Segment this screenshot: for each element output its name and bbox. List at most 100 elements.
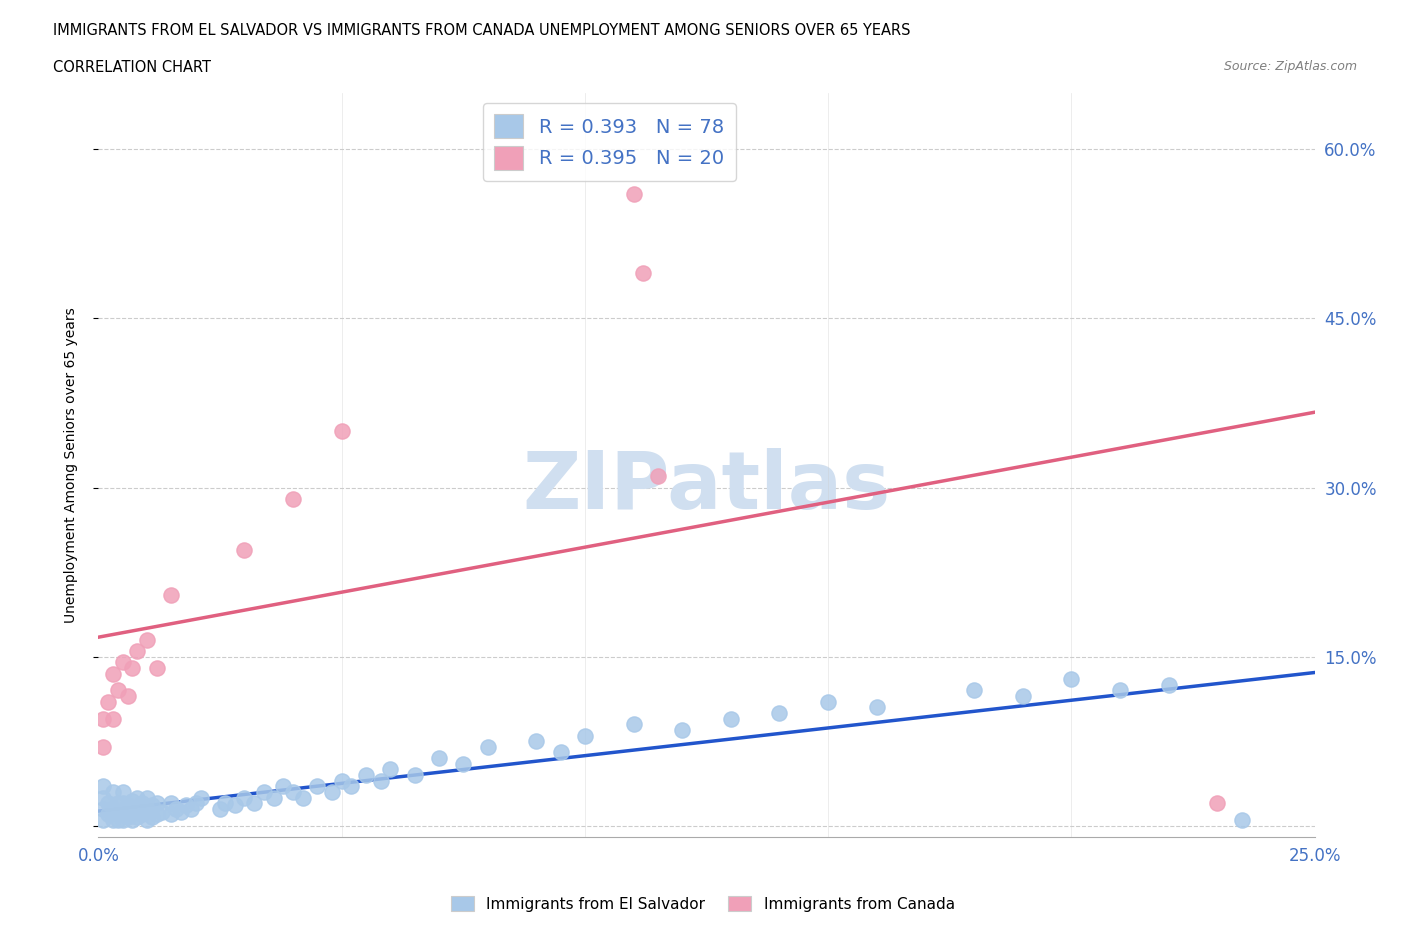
Point [307, 778, 329, 793]
Point [91, 778, 114, 793]
Point [233, 542, 256, 557]
Point [243, 796, 266, 811]
Point [190, 790, 212, 805]
Point [647, 469, 669, 484]
Point [550, 745, 572, 760]
Text: CORRELATION CHART: CORRELATION CHART [53, 60, 211, 75]
Point [141, 798, 163, 813]
Point [101, 802, 124, 817]
Point [146, 660, 169, 675]
Point [107, 807, 129, 822]
Point [330, 424, 353, 439]
Point [263, 790, 285, 805]
Legend: Immigrants from El Salvador, Immigrants from Canada: Immigrants from El Salvador, Immigrants … [446, 889, 960, 918]
Point [817, 695, 839, 710]
Point [131, 796, 153, 811]
Point [101, 711, 124, 726]
Point [160, 796, 183, 811]
Point [127, 790, 149, 805]
Point [121, 660, 143, 675]
Point [1011, 688, 1033, 703]
Point [184, 796, 207, 811]
Point [91, 790, 114, 805]
Point [180, 802, 202, 817]
Point [1206, 796, 1229, 811]
Point [271, 778, 294, 793]
Point [101, 666, 124, 681]
Point [370, 773, 392, 788]
Point [404, 767, 426, 782]
Point [111, 655, 134, 670]
Point [91, 739, 114, 754]
Point [91, 813, 114, 828]
Point [1157, 677, 1180, 692]
Point [380, 762, 402, 777]
Point [633, 266, 655, 281]
Point [117, 688, 139, 703]
Point [340, 778, 363, 793]
Point [111, 807, 134, 822]
Text: ZIPatlas: ZIPatlas [523, 448, 890, 526]
Point [111, 813, 134, 828]
Point [136, 790, 159, 805]
Point [146, 796, 169, 811]
Point [427, 751, 450, 765]
Point [253, 785, 276, 800]
Point [117, 798, 139, 813]
Point [866, 700, 889, 715]
Point [330, 773, 353, 788]
Point [768, 706, 790, 721]
Point [174, 798, 197, 813]
Point [1230, 813, 1253, 828]
Point [170, 804, 193, 819]
Point [354, 767, 377, 782]
Point [160, 807, 183, 822]
Point [136, 802, 159, 817]
Point [121, 793, 143, 808]
Point [136, 632, 159, 647]
Point [127, 802, 149, 817]
Point [1060, 671, 1083, 686]
Point [121, 804, 143, 819]
Point [281, 491, 304, 506]
Point [127, 644, 149, 658]
Text: Source: ZipAtlas.com: Source: ZipAtlas.com [1223, 60, 1357, 73]
Point [136, 813, 159, 828]
Point [107, 683, 129, 698]
Point [291, 790, 314, 805]
Y-axis label: Unemployment Among Seniors over 65 years: Unemployment Among Seniors over 65 years [63, 307, 77, 623]
Point [146, 807, 169, 822]
Point [131, 807, 153, 822]
Point [117, 809, 139, 824]
Point [321, 785, 343, 800]
Point [281, 785, 304, 800]
Point [214, 796, 236, 811]
Point [127, 809, 149, 824]
Point [1109, 683, 1132, 698]
Point [107, 796, 129, 811]
Point [477, 739, 499, 754]
Point [101, 813, 124, 828]
Point [623, 717, 645, 732]
Point [160, 587, 183, 602]
Point [720, 711, 742, 726]
Point [101, 785, 124, 800]
Point [574, 728, 596, 743]
Point [97, 807, 120, 822]
Point [91, 711, 114, 726]
Point [165, 802, 187, 817]
Point [233, 790, 256, 805]
Point [97, 695, 120, 710]
Point [963, 683, 986, 698]
Point [97, 796, 120, 811]
Point [224, 798, 246, 813]
Point [107, 813, 129, 828]
Point [141, 809, 163, 824]
Point [121, 813, 143, 828]
Point [111, 796, 134, 811]
Legend: R = 0.393   N = 78, R = 0.395   N = 20: R = 0.393 N = 78, R = 0.395 N = 20 [482, 102, 735, 181]
Point [671, 723, 693, 737]
Point [91, 802, 114, 817]
Point [111, 785, 134, 800]
Point [524, 734, 547, 749]
